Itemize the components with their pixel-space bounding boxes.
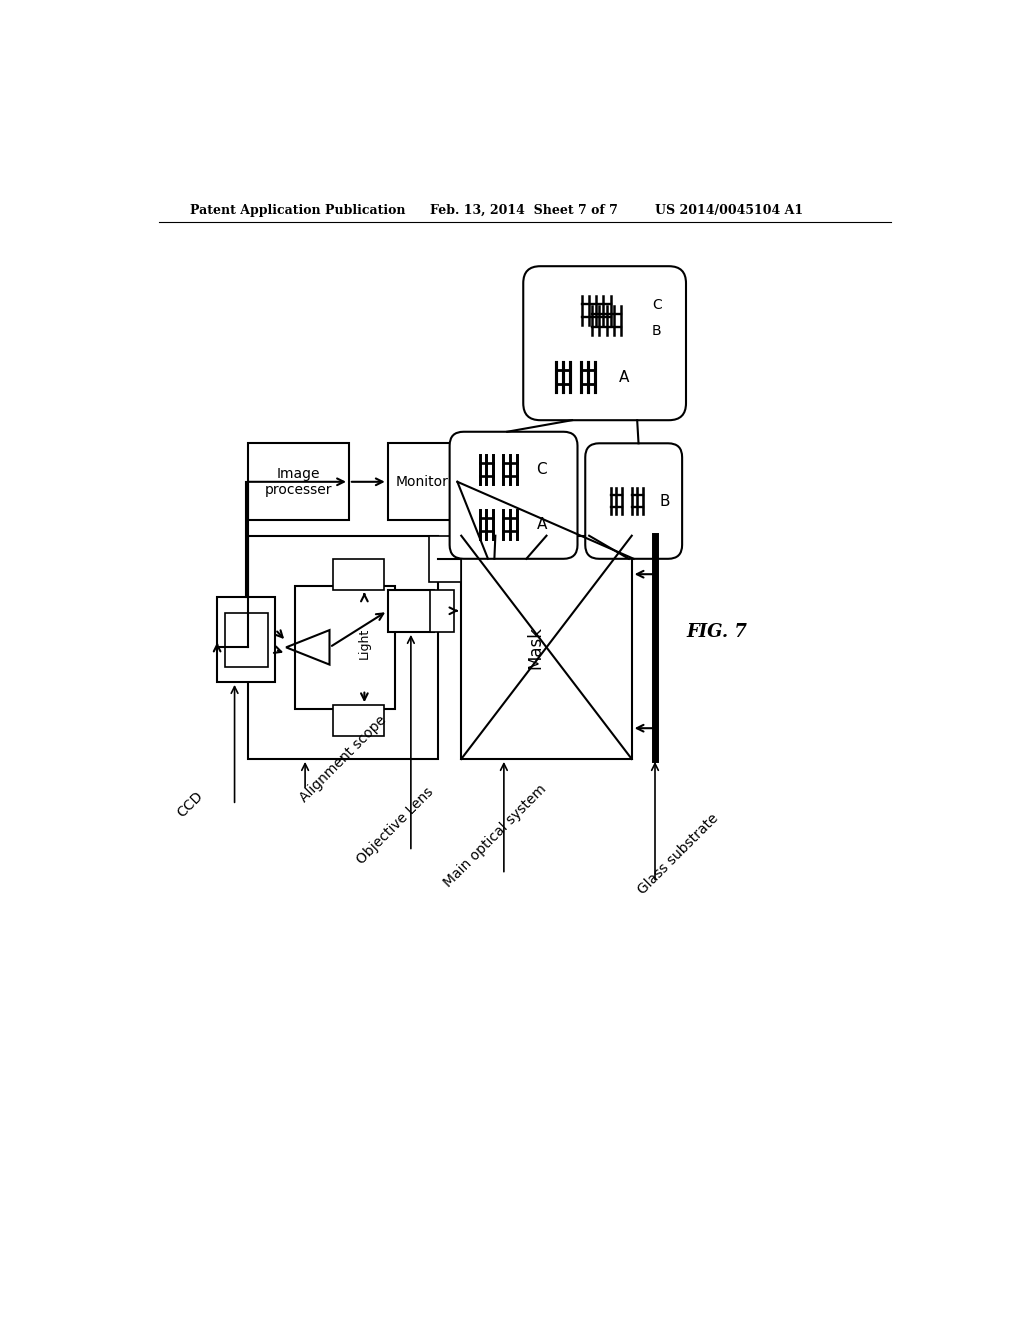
Text: A: A [618,370,630,384]
Bar [334,558,384,590]
Bar [225,612,267,667]
Text: B: B [652,323,662,338]
Text: Feb. 13, 2014  Sheet 7 of 7: Feb. 13, 2014 Sheet 7 of 7 [430,205,618,218]
Text: Objective Lens: Objective Lens [354,784,436,867]
Text: Patent Application Publication: Patent Application Publication [190,205,406,218]
Text: CCD: CCD [174,789,206,821]
FancyBboxPatch shape [523,267,686,420]
Text: A: A [537,517,547,532]
FancyBboxPatch shape [586,444,682,558]
Bar [295,586,395,709]
FancyBboxPatch shape [450,432,578,558]
Text: US 2014/0045104 A1: US 2014/0045104 A1 [655,205,803,218]
Bar [248,444,349,520]
Text: Monitor: Monitor [396,475,449,488]
Text: Light: Light [357,628,371,659]
Text: Glass substrate: Glass substrate [635,812,721,898]
Bar [429,536,461,582]
Bar [430,590,454,632]
Bar [388,444,458,520]
Text: B: B [659,494,670,508]
Text: Main optical system: Main optical system [441,781,550,890]
Bar [334,705,384,737]
Text: C: C [537,462,547,478]
Text: Mask: Mask [526,626,544,669]
Text: C: C [652,298,662,312]
Bar [345,597,384,689]
Bar [248,536,438,759]
Bar [461,536,632,759]
Text: FIG. 7: FIG. 7 [686,623,746,642]
Text: Image
processer: Image processer [265,467,332,496]
Bar [388,590,434,632]
Text: Alignment scope: Alignment scope [297,713,389,805]
Bar [217,597,275,682]
